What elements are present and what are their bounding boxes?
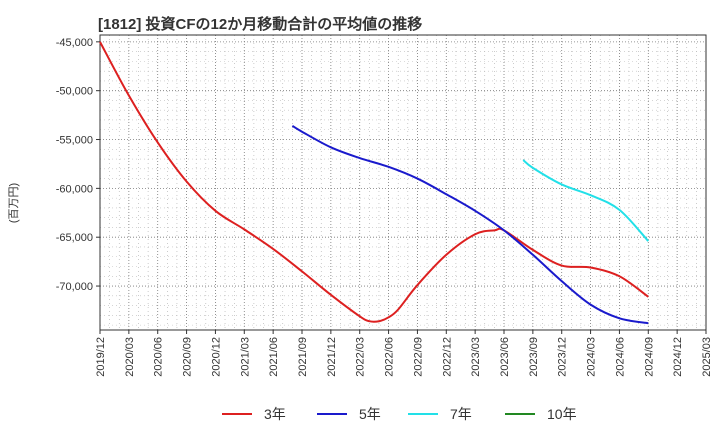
x-axis: 2019/12 2020/03 2020/06 2020/09 2020/12 2021/…	[95, 330, 713, 377]
x-tick-label: 2019/12	[95, 337, 107, 377]
chart-title: [1812] 投資CFの12か月移動合計の平均値の推移	[98, 16, 423, 33]
plot-area	[99, 34, 707, 331]
x-tick-label: 2024/06	[614, 337, 626, 377]
x-tick-label: 2022/12	[441, 337, 453, 377]
legend-label-2: 5年	[359, 406, 381, 422]
x-tick-label: 2023/03	[470, 337, 482, 377]
x-tick-label: 2021/09	[297, 337, 309, 377]
x-tick-label: 2020/12	[210, 337, 222, 377]
x-tick-label: 2025/03	[701, 337, 713, 377]
x-tick-label: 2020/06	[153, 337, 165, 377]
x-tick-label: 2021/06	[268, 337, 280, 377]
x-tick-label: 2024/03	[586, 337, 598, 377]
legend-label-1: 3年	[264, 406, 286, 422]
y-axis-label: (百万円)	[8, 183, 20, 223]
x-tick-label: 2022/03	[355, 337, 367, 377]
y-tick-label: -45,000	[56, 37, 93, 49]
x-tick-label: 2020/03	[124, 337, 136, 377]
y-tick-label: -70,000	[56, 281, 93, 293]
x-tick-label: 2023/09	[528, 337, 540, 377]
x-tick-label: 2023/06	[499, 337, 511, 377]
x-tick-label: 2020/09	[182, 337, 194, 377]
x-tick-label: 2021/12	[326, 337, 338, 377]
legend: 3年 5年 7年 10年	[222, 406, 577, 422]
series-line-1	[99, 41, 649, 323]
y-axis: -45,000 -50,000 -55,000 -60,000 -65,000 -70,0…	[56, 37, 100, 293]
y-tick-label: -50,000	[56, 86, 93, 98]
x-tick-label: 2022/06	[384, 337, 396, 377]
legend-label-3: 7年	[450, 406, 472, 422]
series-line-2	[291, 124, 649, 325]
y-tick-label: -55,000	[56, 135, 93, 147]
x-tick-label: 2024/09	[643, 337, 655, 377]
x-tick-label: 2022/09	[412, 337, 424, 377]
series-lines	[99, 41, 650, 325]
y-tick-label: -65,000	[56, 232, 93, 244]
x-tick-label: 2024/12	[672, 337, 684, 377]
series-line-3	[522, 159, 650, 242]
y-tick-label: -60,000	[56, 183, 93, 195]
x-tick-label: 2023/12	[557, 337, 569, 377]
x-tick-label: 2021/03	[239, 337, 251, 377]
legend-label-4: 10年	[547, 406, 577, 422]
grid	[99, 35, 707, 330]
